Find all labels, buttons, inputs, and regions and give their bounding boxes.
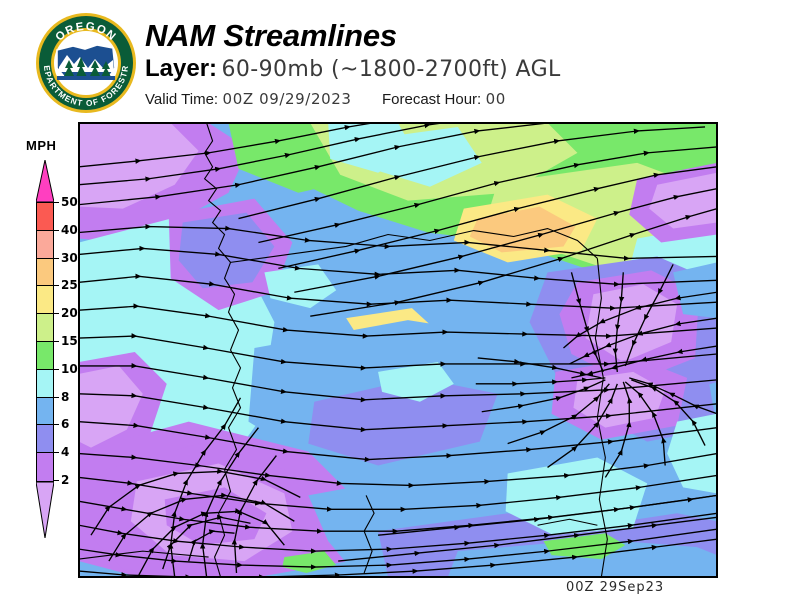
colorbar-tick-label: 15	[61, 334, 78, 348]
colorbar-wrap: 50 40 30 25 20 15 10 8 6 4 2	[36, 160, 78, 538]
colorbar-tick	[54, 202, 59, 203]
colorbar-band	[37, 203, 53, 231]
colorbar-tick-label: 6	[61, 417, 70, 432]
colorbar-tick-label: 30	[61, 250, 78, 265]
valid-time-label: Valid Time:	[145, 91, 219, 108]
colorbar-band	[37, 425, 53, 454]
colorbar-band	[37, 369, 53, 398]
colorbar-band	[37, 286, 53, 315]
forecast-hour-label: Forecast Hour:	[382, 91, 482, 108]
streamlines	[79, 123, 717, 577]
forecast-hour-value: 00	[485, 90, 506, 108]
colorbar-tick	[54, 341, 59, 342]
colorbar-tick-label: 50	[61, 195, 78, 209]
colorbar-band	[37, 397, 53, 426]
colorbar-tick-label: 20	[61, 306, 78, 321]
colorbar-band	[37, 230, 53, 259]
colorbar-tick	[54, 257, 59, 259]
colorbar-tick-label: 25	[61, 278, 78, 293]
map-canvas	[79, 123, 717, 577]
colorbar-tick	[54, 229, 59, 231]
time-line: Valid Time: 00Z 09/29/2023 Forecast Hour…	[145, 89, 561, 110]
colorbar-tick	[54, 368, 59, 370]
page-header: OREGON DEPARTMENT OF FORESTRY NAM Stream…	[0, 0, 800, 122]
page-title: NAM Streamlines	[145, 18, 397, 53]
colorbar-tick-label: 2	[61, 473, 70, 487]
colorbar-tick-label: 10	[61, 361, 78, 376]
colorbar-tick	[54, 313, 59, 315]
weather-map[interactable]	[78, 122, 718, 578]
colorbar-tick-label: 4	[61, 445, 70, 460]
colorbar-band	[37, 453, 53, 481]
layer-line: Layer: 60-90mb (~1800-2700ft) AGL	[145, 55, 561, 86]
oregon-department-of-forestry-logo-icon: OREGON DEPARTMENT OF FORESTRY	[33, 10, 139, 114]
colorbar-tick	[54, 396, 59, 398]
colorbar-bottom-arrow-icon	[36, 482, 54, 538]
colorbar-top-arrow-icon	[36, 160, 54, 202]
colorbar-tick	[54, 285, 59, 287]
colorbar-tick-label: 8	[61, 389, 70, 404]
colorbar-title: MPH	[26, 138, 57, 153]
valid-time-value: 00Z 09/29/2023	[222, 90, 352, 108]
map-timestamp: 00Z 29Sep23	[566, 580, 665, 595]
colorbar-band	[37, 341, 53, 370]
layer-value: 60-90mb (~1800-2700ft) AGL	[221, 57, 561, 82]
colorbar-tick-label: 40	[61, 222, 78, 237]
colorbar-tick	[54, 452, 59, 454]
colorbar-tick	[54, 424, 59, 426]
colorbar-tick	[54, 480, 59, 481]
colorbar-band	[37, 314, 53, 342]
colorbar-band	[37, 258, 53, 287]
layer-label: Layer:	[145, 55, 218, 82]
colorbar-legend: MPH 50 40 30 25 20 15 10 8 6 4 2	[12, 138, 78, 538]
colorbar-bar	[36, 202, 54, 482]
title-block: NAM Streamlines Layer: 60-90mb (~1800-27…	[145, 18, 561, 110]
